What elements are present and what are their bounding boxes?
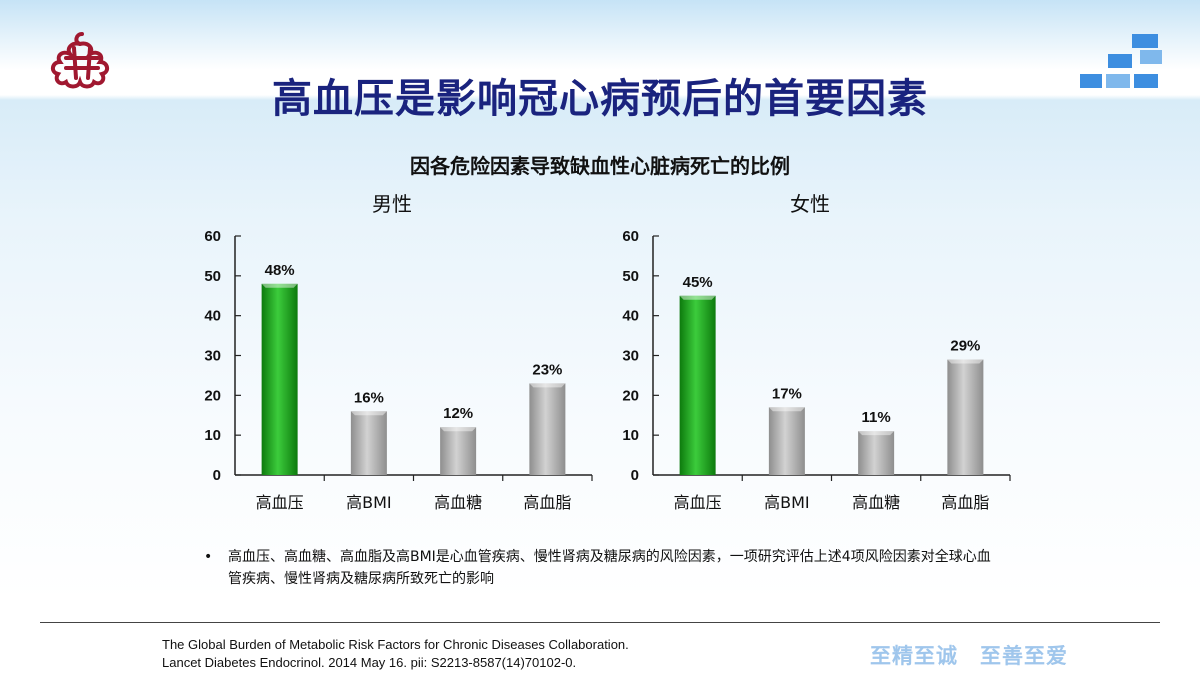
female-y-tick-label: 60 (622, 228, 639, 245)
female-bar-1-bevel (679, 295, 716, 300)
male-y-tick-label: 0 (213, 467, 221, 484)
female-category-label: 高血脂 (941, 493, 989, 512)
male-category-label: 高血糖 (434, 493, 482, 512)
female-category-label: 高血压 (674, 493, 722, 512)
male-data-label: 16% (354, 389, 384, 406)
female-y-tick-label: 0 (631, 467, 639, 484)
female-data-label: 17% (772, 385, 802, 402)
female-chart-subtitle: 女性 (790, 192, 830, 216)
male-y-tick-label: 60 (204, 228, 221, 245)
top-banner (0, 0, 1200, 70)
male-bar-1 (261, 283, 298, 475)
male-y-tick-label: 20 (204, 387, 221, 404)
male-data-label: 23% (532, 361, 562, 378)
male-y-tick-label: 50 (204, 268, 221, 285)
female-data-label: 45% (683, 274, 713, 291)
male-category-label: 高BMI (346, 493, 392, 512)
reference-line-2: Lancet Diabetes Endocrinol. 2014 May 16.… (162, 655, 577, 670)
slogan: 至精至诚 至善至爱 (870, 644, 1068, 668)
male-y-tick-label: 30 (204, 348, 221, 365)
female-y-tick-label: 10 (622, 427, 639, 444)
female-data-label: 11% (862, 409, 891, 426)
female-bar-2-bevel (768, 407, 805, 412)
male-bar-chart: 男性 0 10 20 30 40 50 60 48% 高血压 16% 高BMI 12% 高血糖 23% 高血脂 (204, 192, 593, 512)
reference: The Global Burden of Metabolic Risk Fact… (162, 636, 629, 672)
footnote-text: 高血压、高血糖、高血脂及高BMI是心血管疾病、慢性肾病及糖尿病的风险因素，一项研… (228, 549, 991, 587)
page-title: 高血压是影响冠心病预后的首要因素 (272, 76, 928, 122)
chart-title: 因各危险因素导致缺血性心脏病死亡的比例 (410, 154, 790, 178)
female-bar-chart: 女性 0 10 20 30 40 50 60 45% 高血压 17% 高BMI 11% 高血糖 29% 高血脂 (622, 192, 1011, 512)
female-y-tick-label: 40 (622, 308, 639, 325)
female-category-label: 高血糖 (852, 493, 900, 512)
hospital-logo-icon (51, 32, 109, 89)
male-bar-1-bevel (261, 283, 298, 288)
female-y-tick-label: 50 (622, 268, 639, 285)
female-y-tick-label: 30 (622, 348, 639, 365)
male-bar-4-bevel (529, 383, 566, 388)
male-data-label: 48% (265, 262, 295, 279)
female-bar-3 (858, 431, 895, 475)
male-category-label: 高血压 (256, 493, 304, 512)
female-category-label: 高BMI (764, 493, 810, 512)
male-chart-subtitle: 男性 (372, 192, 412, 216)
male-y-tick-label: 40 (204, 308, 221, 325)
male-bar-3-bevel (440, 427, 477, 432)
blue-blocks-decoration-icon (1078, 32, 1164, 92)
female-bar-2 (768, 407, 805, 475)
female-bar-4-bevel (947, 359, 984, 364)
reference-line-1: The Global Burden of Metabolic Risk Fact… (162, 637, 629, 652)
male-bar-2-bevel (350, 411, 387, 416)
female-bar-1 (679, 295, 716, 475)
male-bar-3 (440, 427, 477, 475)
bullet-glyph: • (204, 549, 213, 565)
male-data-label: 12% (443, 405, 473, 422)
female-bar-4 (947, 359, 984, 475)
female-bar-3-bevel (858, 431, 895, 436)
footnote: • 高血压、高血糖、高血脂及高BMI是心血管疾病、慢性肾病及糖尿病的风险因素，一… (204, 546, 1004, 590)
divider (40, 622, 1160, 623)
male-y-tick-label: 10 (204, 427, 221, 444)
female-data-label: 29% (950, 337, 980, 354)
female-y-tick-label: 20 (622, 387, 639, 404)
male-category-label: 高血脂 (523, 493, 571, 512)
male-bar-2 (350, 411, 387, 475)
male-bar-4 (529, 383, 566, 475)
